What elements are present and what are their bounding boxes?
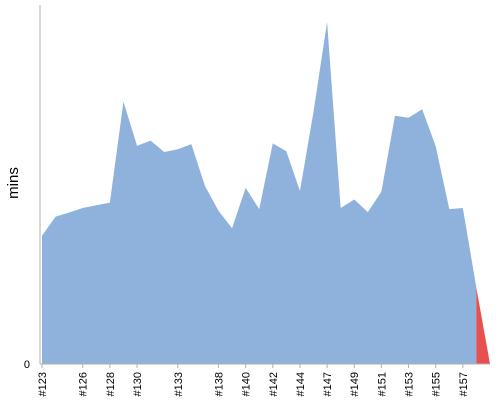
x-tick-label: #123	[37, 372, 49, 396]
area-drop-segment	[476, 288, 490, 364]
area-layer	[42, 22, 490, 364]
x-tick-label: #133	[173, 372, 185, 396]
x-tick-label: #126	[78, 372, 90, 396]
x-tick-label: #130	[132, 372, 144, 396]
x-tick-label: #149	[349, 372, 361, 396]
x-tick-label: #138	[213, 372, 225, 396]
x-tick-label: #140	[241, 372, 253, 396]
x-tick-label: #144	[295, 372, 307, 396]
y-axis-title: mins	[5, 167, 22, 199]
area-series	[42, 22, 477, 364]
x-tick-label: #147	[322, 372, 334, 396]
x-tick-label: #153	[404, 372, 416, 396]
x-ticks: #123 #126 #128 #130 #133 #138 #140 #142 #144 #147…	[37, 364, 470, 396]
x-tick-label: #142	[268, 372, 280, 396]
x-tick-label: #128	[105, 372, 117, 396]
x-tick-label: #155	[431, 372, 443, 396]
x-tick-label: #151	[376, 372, 388, 396]
y-tick-label: 0	[24, 359, 30, 371]
x-tick-label: #157	[458, 372, 470, 396]
